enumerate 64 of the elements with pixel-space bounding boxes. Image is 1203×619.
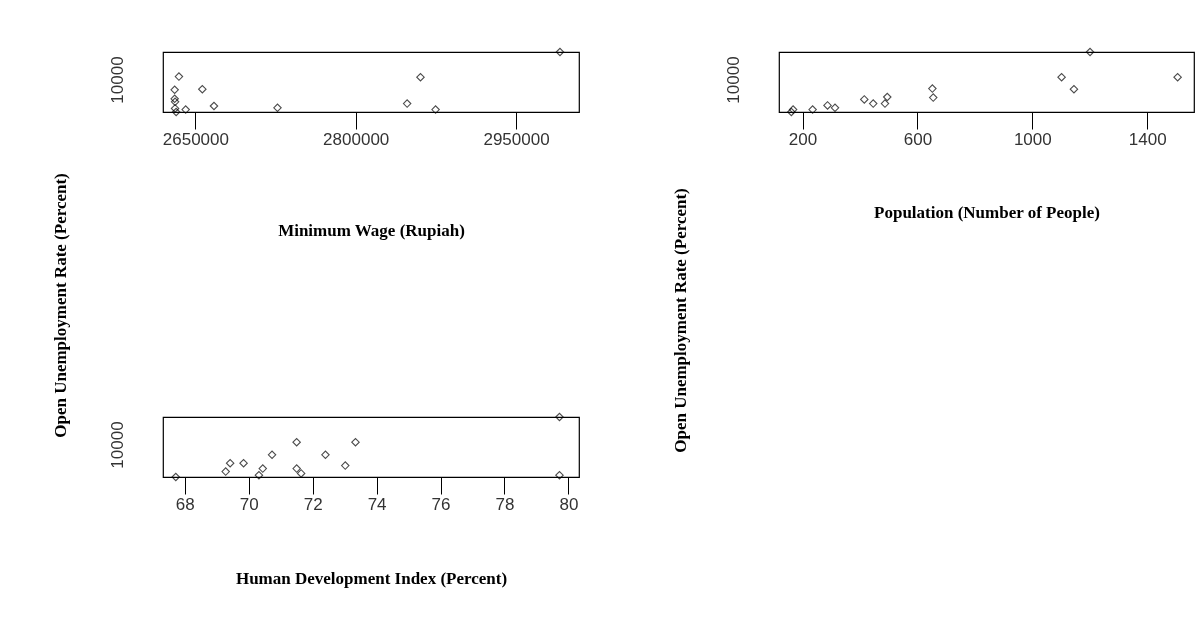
point bbox=[808, 105, 817, 114]
point bbox=[292, 437, 301, 447]
point bbox=[171, 472, 181, 482]
point bbox=[928, 84, 937, 93]
text: 10000 bbox=[724, 56, 743, 104]
point bbox=[174, 72, 184, 81]
x-tick-label: 2950000 bbox=[483, 129, 550, 149]
point bbox=[1069, 84, 1079, 94]
x-tick-label: 1400 bbox=[1128, 129, 1167, 149]
point bbox=[221, 467, 230, 476]
point bbox=[928, 93, 938, 102]
point bbox=[860, 95, 869, 104]
x-tick-label: 70 bbox=[239, 494, 259, 514]
point bbox=[555, 412, 564, 422]
x-axis-title: Minimum Wage (Rupiah) bbox=[278, 220, 465, 240]
point bbox=[198, 84, 207, 94]
point bbox=[258, 464, 268, 473]
point bbox=[1057, 72, 1066, 82]
point bbox=[1173, 72, 1182, 82]
x-tick-label: 200 bbox=[788, 129, 818, 149]
point bbox=[868, 99, 878, 108]
text: 10000 bbox=[108, 421, 127, 469]
point bbox=[823, 101, 832, 110]
point bbox=[431, 105, 440, 114]
y-axis-title: Open Unemployment Rate (Percent) bbox=[50, 173, 70, 438]
point bbox=[416, 72, 425, 82]
point bbox=[209, 101, 219, 111]
x-axis-title: Population (Number of People) bbox=[874, 202, 1100, 222]
point bbox=[239, 458, 248, 468]
x-tick-label: 1000 bbox=[1013, 129, 1052, 149]
point bbox=[254, 470, 264, 480]
point bbox=[1085, 47, 1095, 57]
point bbox=[788, 105, 798, 114]
point bbox=[170, 104, 180, 113]
point bbox=[351, 437, 360, 447]
x-tick-label: 74 bbox=[367, 494, 387, 514]
x-tick-label: 72 bbox=[303, 494, 323, 514]
point bbox=[181, 105, 190, 114]
point bbox=[225, 458, 235, 468]
x-tick-label: 600 bbox=[903, 129, 933, 149]
point bbox=[830, 103, 840, 113]
x-tick-label: 2650000 bbox=[162, 129, 229, 149]
point bbox=[321, 450, 330, 460]
x-tick-label: 80 bbox=[559, 494, 579, 514]
point bbox=[402, 99, 412, 108]
point bbox=[555, 470, 564, 480]
point bbox=[171, 107, 181, 117]
x-tick-label: 78 bbox=[495, 494, 515, 514]
point bbox=[880, 99, 890, 108]
point bbox=[341, 461, 350, 470]
point bbox=[273, 103, 282, 113]
y-axis-title: Open Unemployment Rate (Percent) bbox=[670, 188, 690, 453]
x-tick-label: 76 bbox=[431, 494, 451, 514]
point bbox=[883, 92, 892, 102]
point bbox=[555, 47, 565, 57]
point bbox=[787, 107, 796, 117]
x-tick-label: 68 bbox=[175, 494, 195, 514]
point bbox=[296, 469, 306, 478]
text: 10000 bbox=[108, 56, 127, 104]
x-axis-title: Human Development Index (Percent) bbox=[235, 568, 508, 588]
x-tick-label: 2800000 bbox=[323, 129, 390, 149]
point bbox=[267, 450, 277, 460]
point bbox=[292, 464, 301, 473]
point bbox=[170, 85, 179, 95]
